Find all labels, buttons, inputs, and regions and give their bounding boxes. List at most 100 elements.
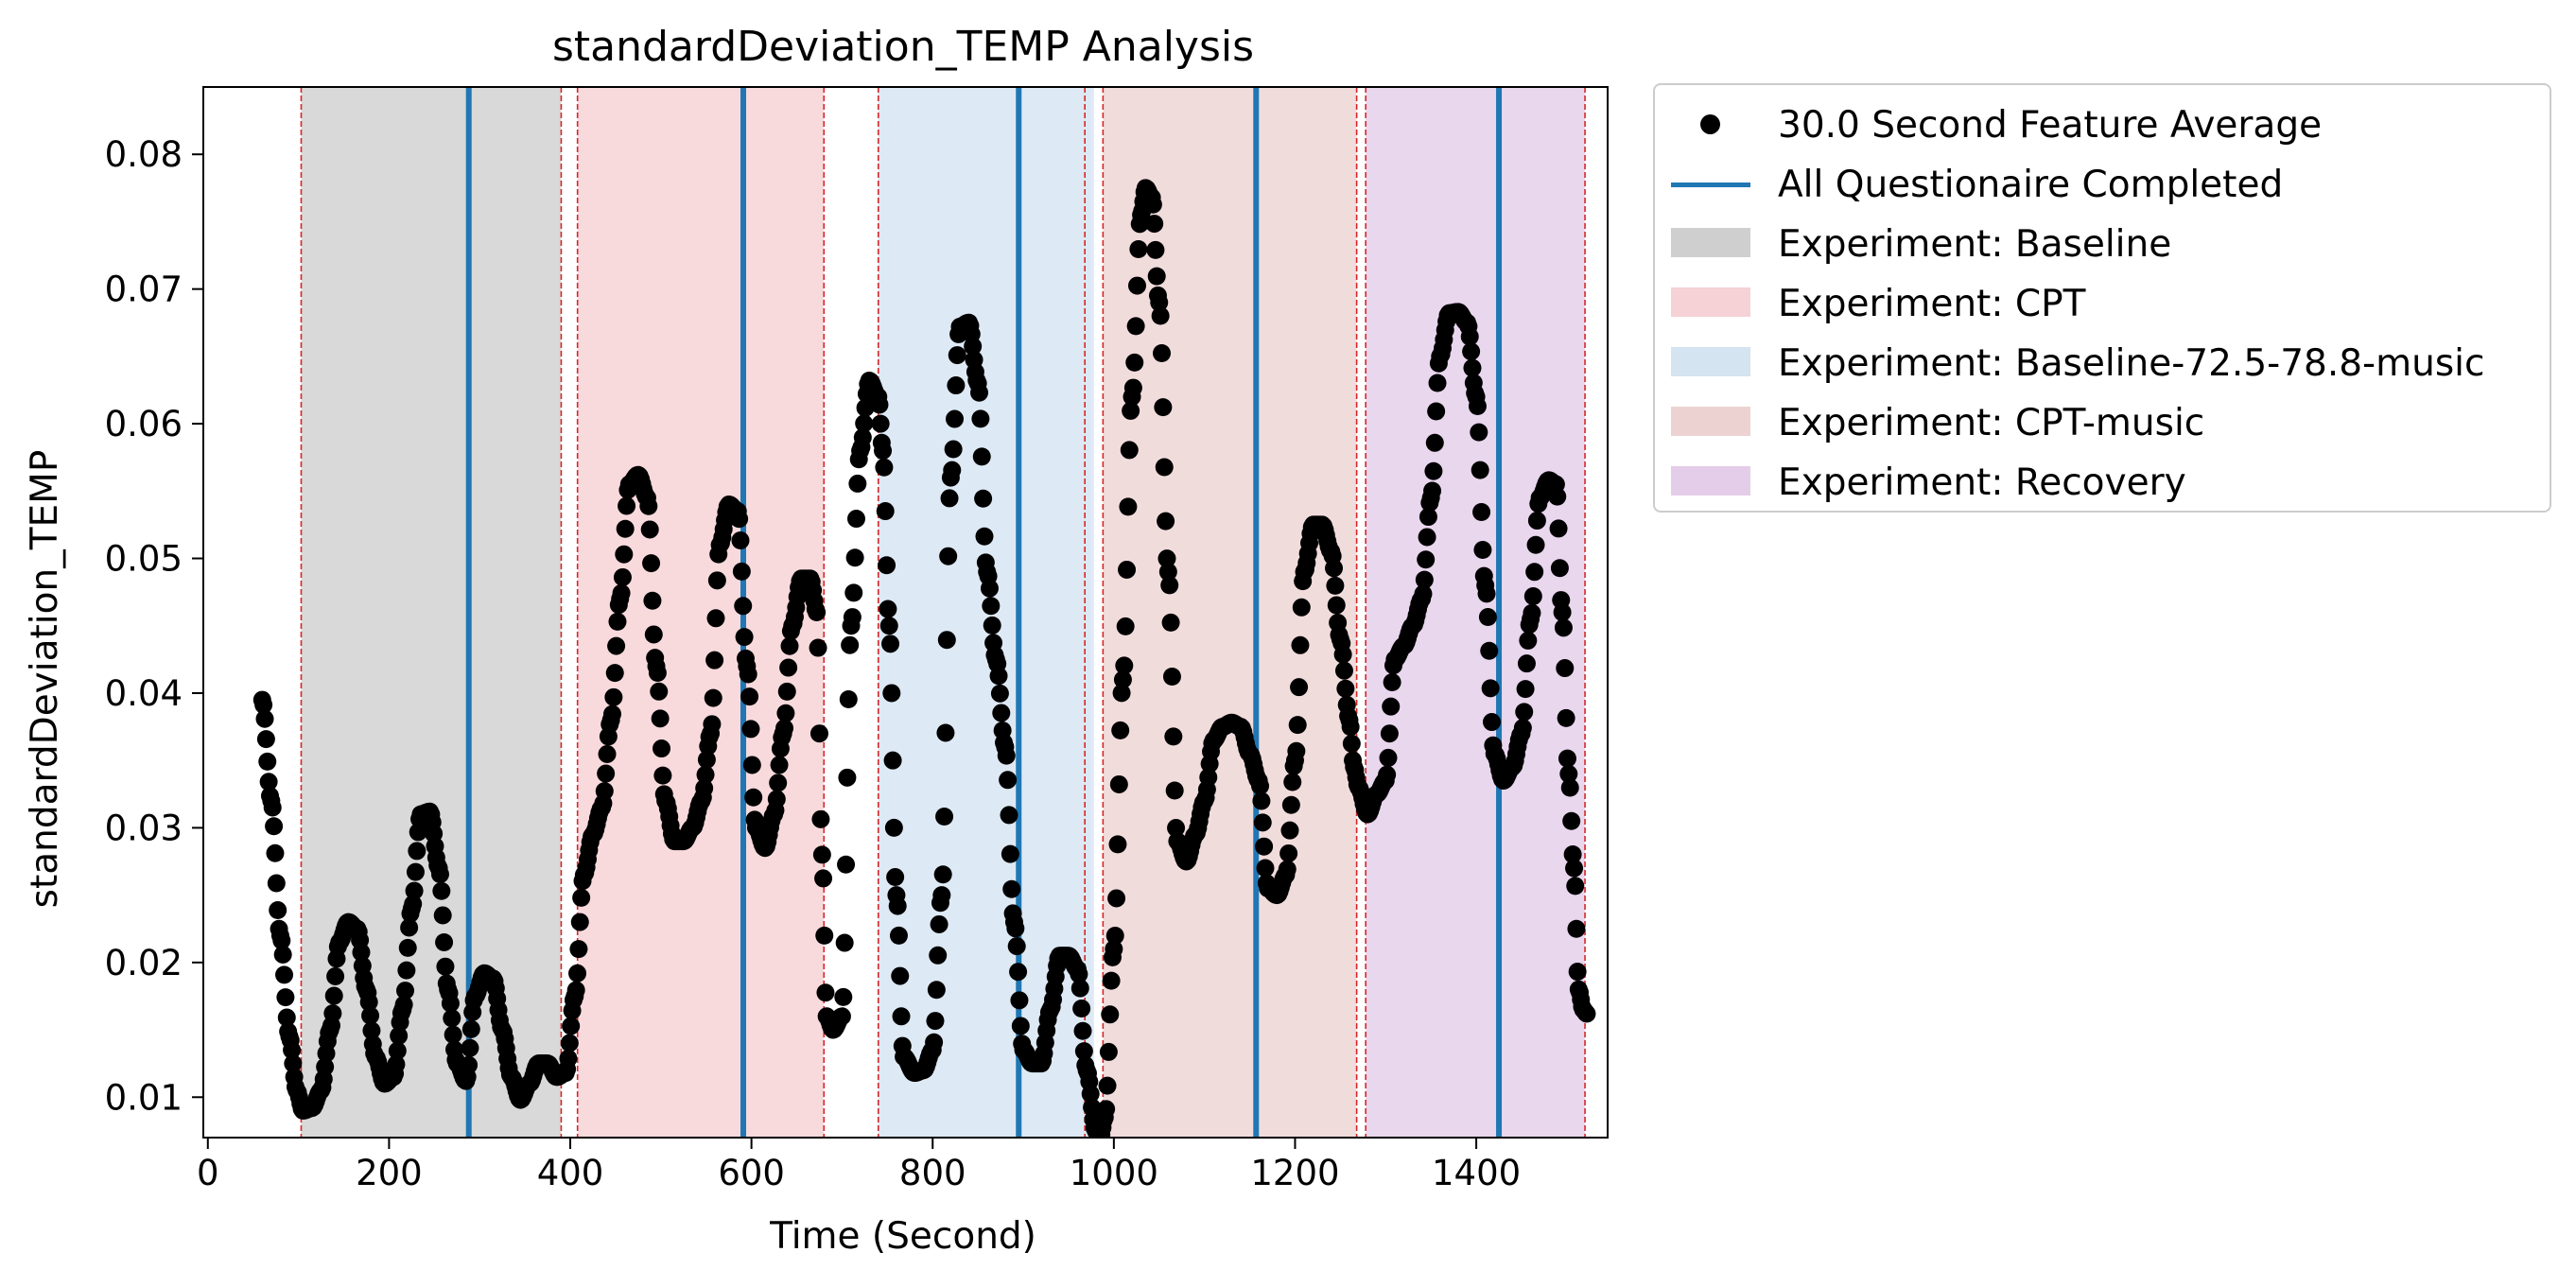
data-point-348 (703, 715, 722, 734)
data-point-876 (1379, 748, 1398, 767)
legend-item: All Questionaire Completed (1655, 158, 2550, 211)
data-point-479 (871, 414, 890, 433)
legend-patch-swatch (1671, 466, 1750, 496)
data-point-679 (1126, 317, 1145, 336)
data-point-581 (1001, 844, 1019, 863)
y-tick-label: 0.04 (105, 673, 183, 714)
legend-label: Experiment: CPT-music (1778, 402, 2205, 444)
data-point-949 (1473, 540, 1492, 559)
x-tick-label: 1200 (1250, 1153, 1339, 1193)
data-point-1008 (1549, 519, 1568, 538)
data-point-2 (255, 709, 274, 728)
y-tick-label: 0.08 (105, 134, 183, 175)
data-point-484 (878, 556, 896, 575)
data-point-399 (769, 774, 788, 792)
data-point-237 (559, 1049, 578, 1068)
legend-label: All Questionaire Completed (1778, 164, 2284, 206)
data-point-1017 (1560, 778, 1579, 797)
data-point-436 (816, 983, 835, 1002)
data-point-587 (1009, 963, 1028, 982)
data-point-302 (643, 591, 662, 610)
data-point-987 (1523, 603, 1541, 622)
data-point-140 (433, 906, 452, 925)
data-point-111 (396, 982, 415, 1000)
data-point-495 (891, 966, 910, 985)
data-point-905 (1417, 550, 1436, 569)
data-point-665 (1108, 835, 1127, 854)
data-point-56 (324, 986, 343, 1005)
legend-line-swatch (1671, 183, 1750, 187)
data-point-49 (316, 1057, 335, 1076)
data-point-496 (892, 1007, 911, 1026)
data-point-878 (1382, 697, 1401, 716)
data-point-540 (948, 346, 966, 365)
data-point-467 (856, 398, 875, 417)
data-point-658 (1099, 1042, 1118, 1061)
data-point-657 (1098, 1076, 1117, 1095)
data-point-299 (639, 496, 658, 515)
data-point-246 (570, 913, 589, 931)
data-point-380 (744, 788, 763, 807)
data-point-148 (444, 1025, 462, 1044)
x-tick-label: 1000 (1070, 1153, 1158, 1193)
data-point-1016 (1559, 764, 1578, 783)
data-point-493 (888, 896, 907, 915)
data-point-798 (1279, 844, 1298, 862)
data-point-711 (1167, 819, 1186, 838)
data-point-432 (811, 809, 830, 828)
data-point-11 (267, 874, 286, 893)
data-point-580 (1000, 806, 1018, 825)
data-point-141 (435, 932, 454, 951)
data-point-376 (739, 665, 757, 684)
data-point-273 (605, 664, 624, 683)
data-point-84 (361, 1006, 380, 1025)
data-point-904 (1415, 570, 1434, 589)
data-point-912 (1425, 433, 1444, 452)
data-point-670 (1115, 656, 1134, 675)
data-point-574 (992, 704, 1011, 722)
data-point-308 (651, 709, 670, 728)
data-point-379 (742, 756, 761, 774)
data-point-696 (1147, 267, 1166, 286)
data-point-678 (1125, 353, 1144, 372)
data-point-780 (1256, 859, 1275, 878)
data-point-1019 (1563, 845, 1582, 864)
data-point-485 (879, 600, 897, 618)
data-point-435 (815, 926, 834, 945)
data-point-672 (1118, 560, 1137, 579)
data-point-538 (946, 409, 965, 428)
data-point-948 (1472, 502, 1491, 521)
data-point-667 (1111, 721, 1130, 739)
data-point-522 (925, 1033, 944, 1052)
data-point-371 (732, 562, 751, 581)
data-point-17 (275, 965, 294, 984)
data-point-834 (1326, 576, 1345, 595)
data-point-567 (983, 616, 1001, 635)
data-point-5 (259, 773, 278, 791)
data-point-560 (974, 489, 993, 508)
plot-content (252, 87, 1596, 1138)
data-point-956 (1483, 713, 1502, 732)
data-point-429 (808, 603, 827, 621)
data-point-23 (283, 1040, 302, 1059)
x-axis-label: Time (Second) (769, 1215, 1036, 1258)
legend-patch-swatch (1671, 287, 1750, 317)
data-point-954 (1480, 641, 1499, 660)
data-point-536 (943, 461, 962, 479)
data-point-776 (1251, 776, 1270, 795)
data-point-1011 (1553, 603, 1572, 621)
data-point-952 (1477, 584, 1496, 603)
data-point-736 (1199, 768, 1218, 787)
data-point-491 (886, 868, 905, 887)
legend-label: Experiment: Baseline (1778, 223, 2172, 266)
data-point-431 (809, 724, 828, 743)
data-point-77 (352, 943, 371, 962)
legend-item: Experiment: CPT-music (1655, 396, 2550, 449)
data-point-489 (883, 751, 902, 770)
data-point-946 (1470, 423, 1488, 442)
data-point-483 (876, 502, 895, 521)
data-point-947 (1471, 461, 1489, 479)
data-point-490 (884, 818, 903, 837)
data-point-846 (1341, 718, 1360, 737)
data-point-702 (1155, 458, 1174, 477)
